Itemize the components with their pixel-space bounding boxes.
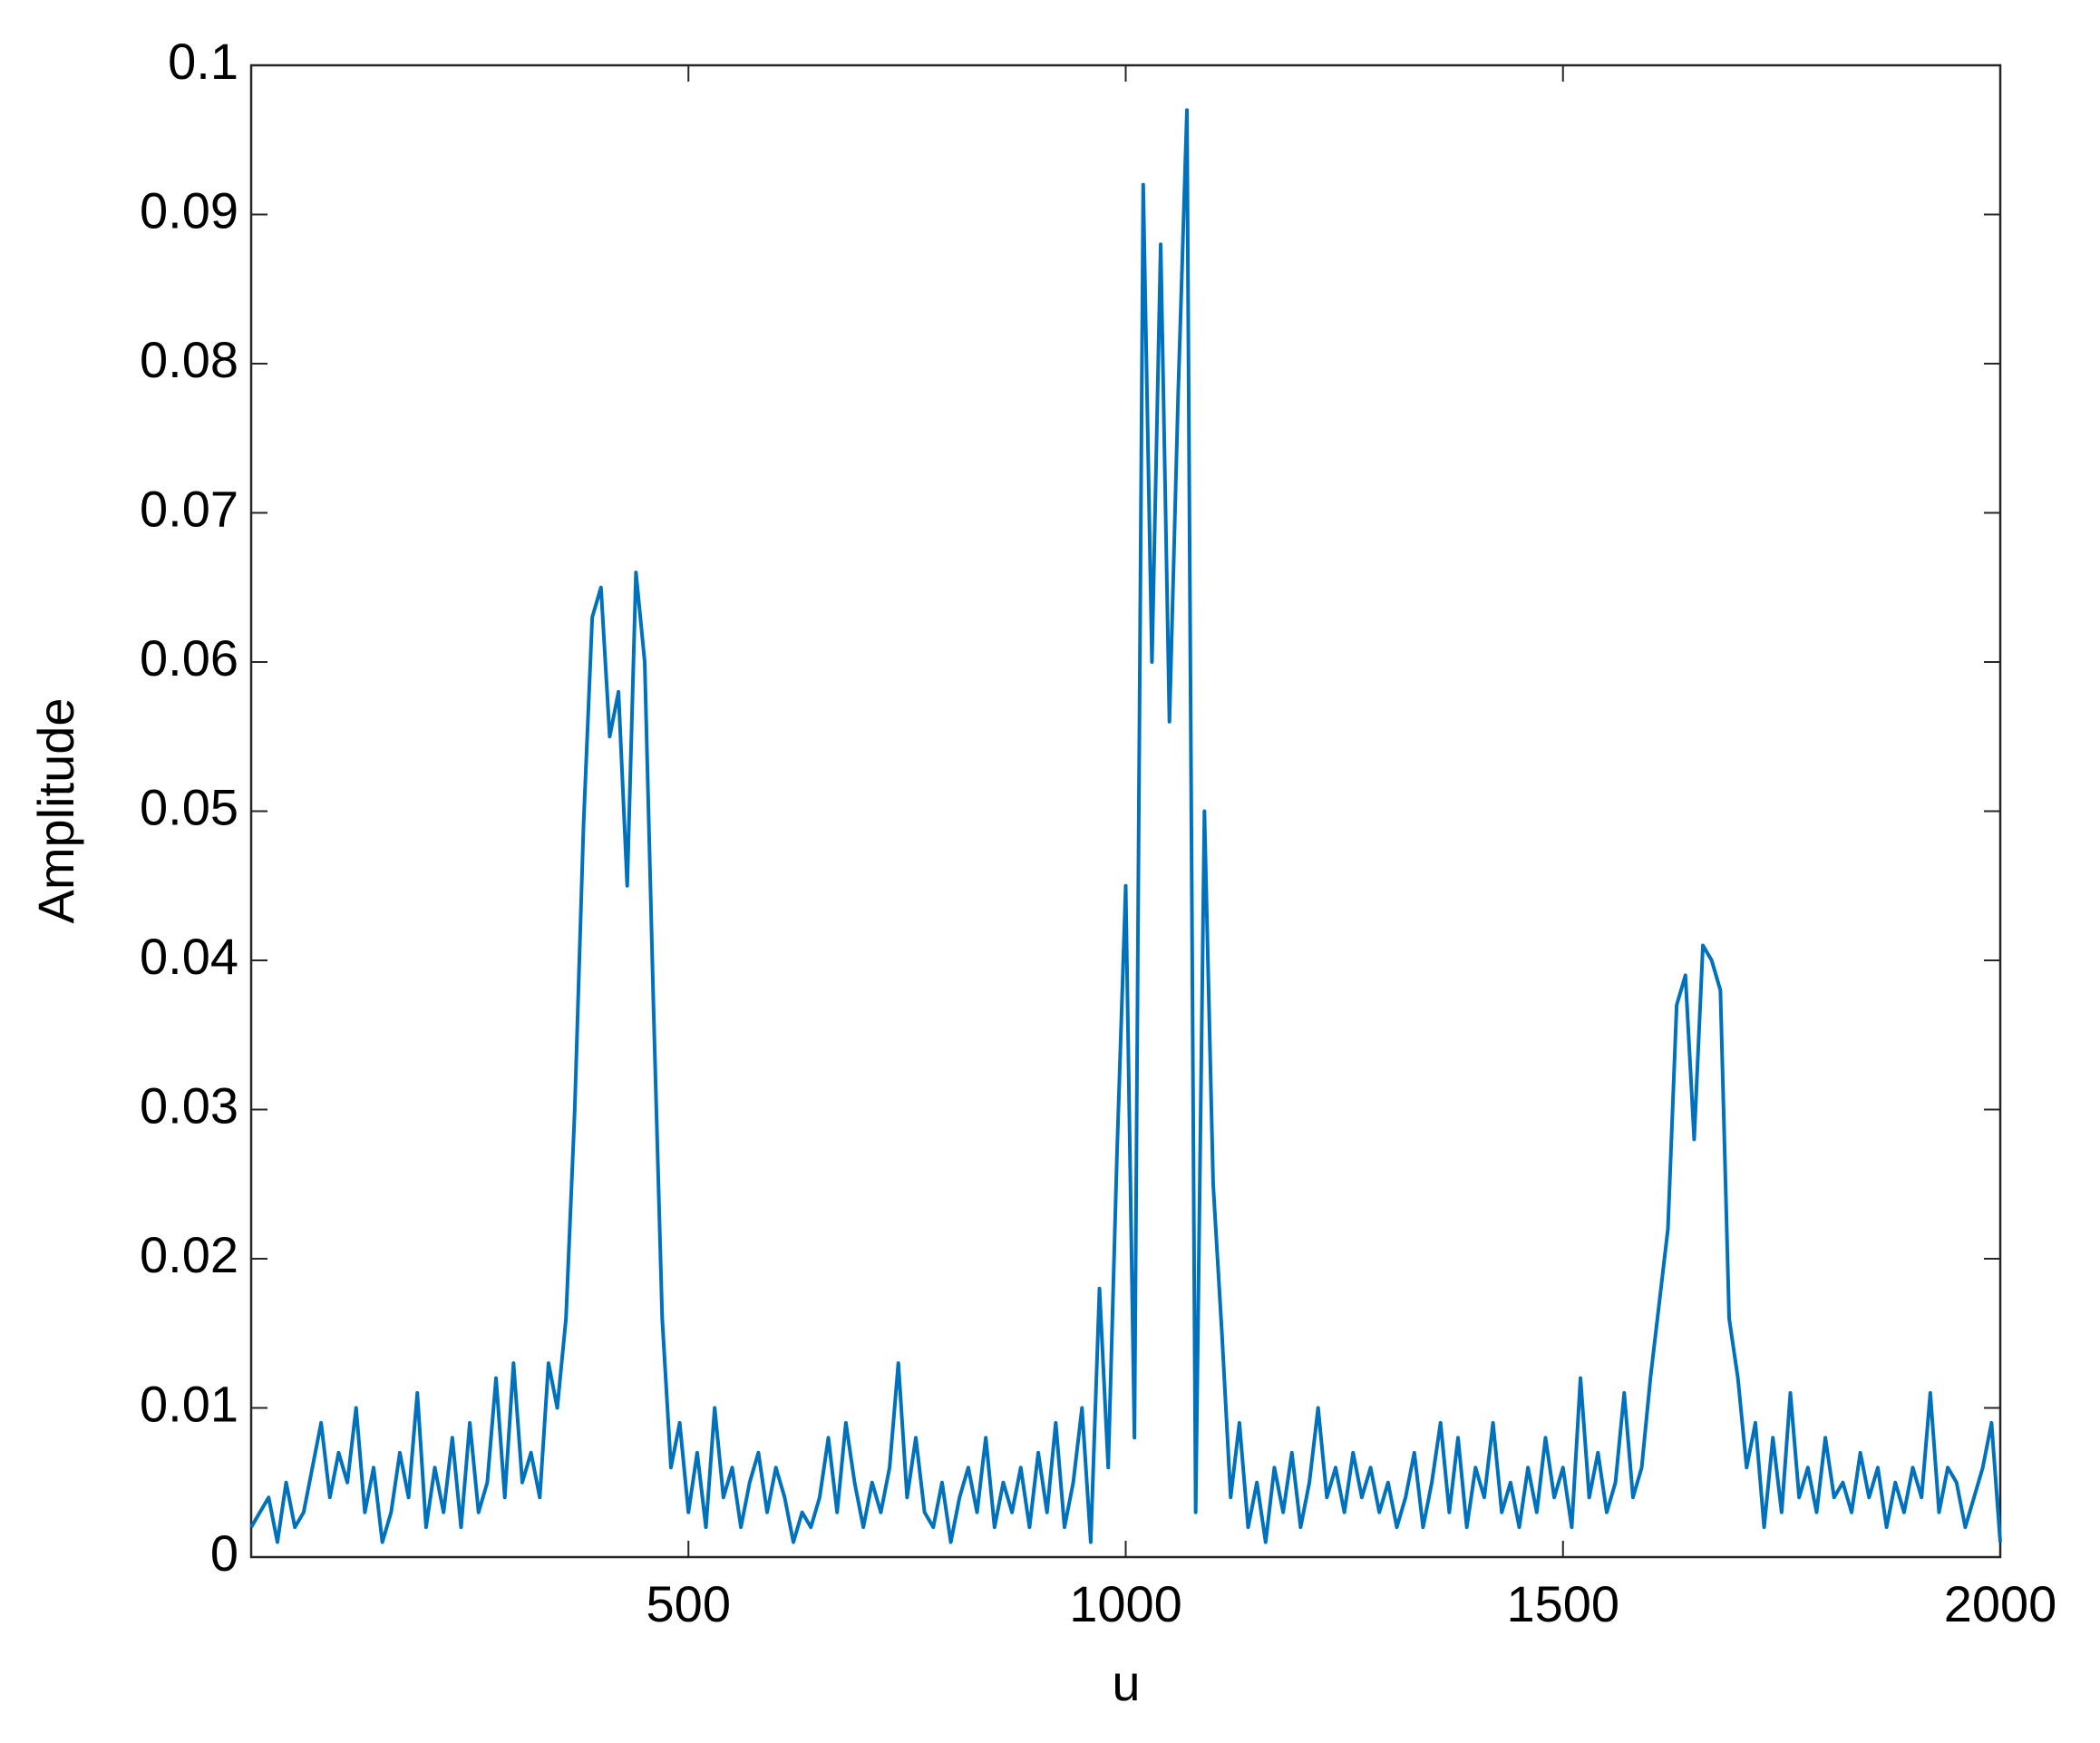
y-tick-label: 0.04	[140, 928, 238, 985]
plot-frame	[249, 63, 2002, 1559]
y-tick-label: 0	[210, 1524, 238, 1582]
y-tick-label: 0.08	[140, 331, 238, 388]
y-tick-label: 0.09	[140, 181, 238, 239]
x-axis-label: u	[1112, 1654, 1140, 1711]
x-tick-label: 1500	[1506, 1575, 1619, 1632]
y-tick-label: 0.01	[140, 1375, 238, 1432]
x-tick-label: 2000	[1944, 1575, 2057, 1632]
x-tick-label: 500	[647, 1575, 731, 1632]
x-tick-label: 1000	[1069, 1575, 1182, 1632]
data-line	[249, 108, 2002, 1544]
y-tick-label: 0.05	[140, 778, 238, 835]
y-axis-label: Amplitude	[27, 697, 84, 923]
y-tick-label: 0.03	[140, 1076, 238, 1134]
y-tick-label: 0.02	[140, 1226, 238, 1283]
y-tick-label: 0.07	[140, 480, 238, 537]
y-tick-label: 0.1	[168, 33, 238, 90]
y-tick-label: 0.06	[140, 629, 238, 686]
